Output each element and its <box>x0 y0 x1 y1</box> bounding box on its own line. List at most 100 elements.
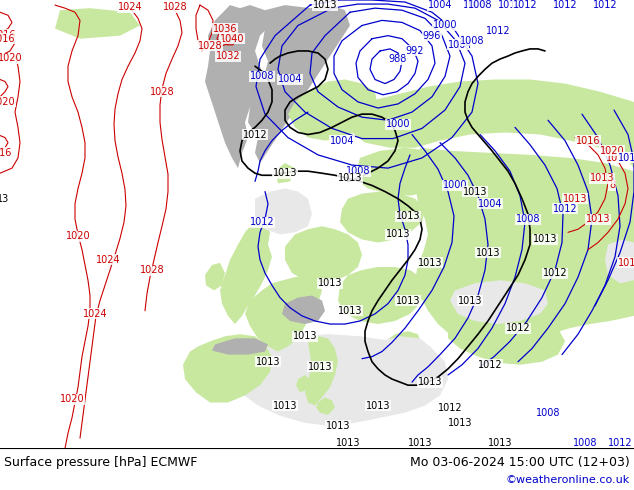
Text: 1013: 1013 <box>418 258 443 268</box>
Text: 1013: 1013 <box>418 377 443 387</box>
Text: 1013: 1013 <box>336 438 360 448</box>
Text: 1013: 1013 <box>313 0 337 10</box>
Polygon shape <box>348 79 634 168</box>
Text: 1012: 1012 <box>250 217 275 227</box>
Text: 1016: 1016 <box>0 34 15 44</box>
Text: 1028: 1028 <box>163 2 187 12</box>
Text: 1013: 1013 <box>408 438 432 448</box>
Text: 1016: 1016 <box>576 136 600 146</box>
Text: 1004: 1004 <box>478 199 502 209</box>
Polygon shape <box>316 397 335 415</box>
Text: 1036: 1036 <box>213 24 237 33</box>
Text: 1012: 1012 <box>553 204 578 214</box>
Text: 1013: 1013 <box>318 278 342 288</box>
Text: 1013: 1013 <box>463 187 488 196</box>
Text: 1020: 1020 <box>60 394 84 404</box>
Text: 1013: 1013 <box>458 295 482 306</box>
Polygon shape <box>205 5 270 168</box>
Text: 992: 992 <box>406 46 424 56</box>
Text: 1013: 1013 <box>533 234 557 245</box>
Polygon shape <box>296 375 310 392</box>
Text: 1012: 1012 <box>498 0 522 10</box>
Text: 1012: 1012 <box>553 0 578 10</box>
Text: 1013: 1013 <box>396 295 420 306</box>
Text: 1000: 1000 <box>433 21 457 30</box>
Text: 1008: 1008 <box>468 0 492 10</box>
Text: 1024: 1024 <box>82 309 107 319</box>
Text: 1032: 1032 <box>216 51 240 61</box>
Text: 1020: 1020 <box>0 97 15 107</box>
Text: 1028: 1028 <box>198 41 223 51</box>
Polygon shape <box>55 8 140 39</box>
Polygon shape <box>448 318 565 365</box>
Text: 1008: 1008 <box>346 166 370 176</box>
Text: 1013: 1013 <box>396 211 420 221</box>
Text: 1040: 1040 <box>220 34 244 44</box>
Text: 1004: 1004 <box>448 40 472 50</box>
Polygon shape <box>285 226 362 283</box>
Text: 1012: 1012 <box>513 0 537 10</box>
Text: 1013: 1013 <box>563 194 587 204</box>
Text: 1028: 1028 <box>139 265 164 275</box>
Text: 1013: 1013 <box>476 248 500 258</box>
Polygon shape <box>340 192 425 243</box>
Text: 1013: 1013 <box>273 168 297 178</box>
Text: 1013: 1013 <box>605 153 630 163</box>
Text: 1012: 1012 <box>477 360 502 370</box>
Text: 1013: 1013 <box>256 357 280 367</box>
Text: 1024: 1024 <box>118 2 142 12</box>
Text: 1013: 1013 <box>366 400 391 411</box>
Text: Mo 03-06-2024 15:00 UTC (12+03): Mo 03-06-2024 15:00 UTC (12+03) <box>410 456 630 469</box>
Text: 1012: 1012 <box>437 403 462 413</box>
Text: 1013: 1013 <box>488 438 512 448</box>
Text: ©weatheronline.co.uk: ©weatheronline.co.uk <box>506 475 630 485</box>
Text: 1012: 1012 <box>543 268 567 278</box>
Text: 1020: 1020 <box>66 231 90 242</box>
Text: 1016: 1016 <box>618 258 634 268</box>
Polygon shape <box>380 331 422 375</box>
Polygon shape <box>415 148 634 348</box>
Text: 1012: 1012 <box>506 323 530 333</box>
Text: 1013: 1013 <box>448 418 472 428</box>
Text: 1012: 1012 <box>593 0 618 10</box>
Text: 1012: 1012 <box>486 25 510 36</box>
Text: 1013: 1013 <box>307 362 332 372</box>
Text: 1008: 1008 <box>250 72 275 81</box>
Polygon shape <box>200 334 448 426</box>
Text: 1004: 1004 <box>330 136 354 146</box>
Polygon shape <box>378 336 432 379</box>
Polygon shape <box>282 295 325 324</box>
Text: 1008: 1008 <box>536 408 560 417</box>
Polygon shape <box>355 148 455 196</box>
Polygon shape <box>255 189 312 234</box>
Polygon shape <box>305 336 338 406</box>
Text: 988: 988 <box>389 54 407 64</box>
Polygon shape <box>212 338 268 355</box>
Polygon shape <box>605 240 634 283</box>
Text: 1008: 1008 <box>463 0 488 10</box>
Text: 996: 996 <box>423 31 441 41</box>
Text: 1013: 1013 <box>338 306 362 316</box>
Text: 1004: 1004 <box>428 0 452 10</box>
Text: 1020: 1020 <box>600 146 624 156</box>
Text: 1024: 1024 <box>96 255 120 265</box>
Text: 1013: 1013 <box>293 331 317 341</box>
Polygon shape <box>248 5 350 163</box>
Polygon shape <box>183 334 272 402</box>
Text: 1012: 1012 <box>607 438 632 448</box>
Polygon shape <box>338 267 425 324</box>
Polygon shape <box>450 280 548 324</box>
Text: 1008: 1008 <box>573 438 597 448</box>
Text: 1000: 1000 <box>385 120 410 129</box>
Polygon shape <box>245 275 322 351</box>
Text: 1013: 1013 <box>338 173 362 183</box>
Text: 1013: 1013 <box>326 421 350 431</box>
Text: 1000: 1000 <box>443 180 467 191</box>
Text: 116: 116 <box>0 148 12 158</box>
Text: 1028: 1028 <box>150 87 174 97</box>
Text: 1013: 1013 <box>586 214 611 224</box>
Text: 8: 8 <box>609 180 615 191</box>
Polygon shape <box>275 163 295 183</box>
Text: 1020: 1020 <box>0 53 22 63</box>
Polygon shape <box>220 219 272 324</box>
